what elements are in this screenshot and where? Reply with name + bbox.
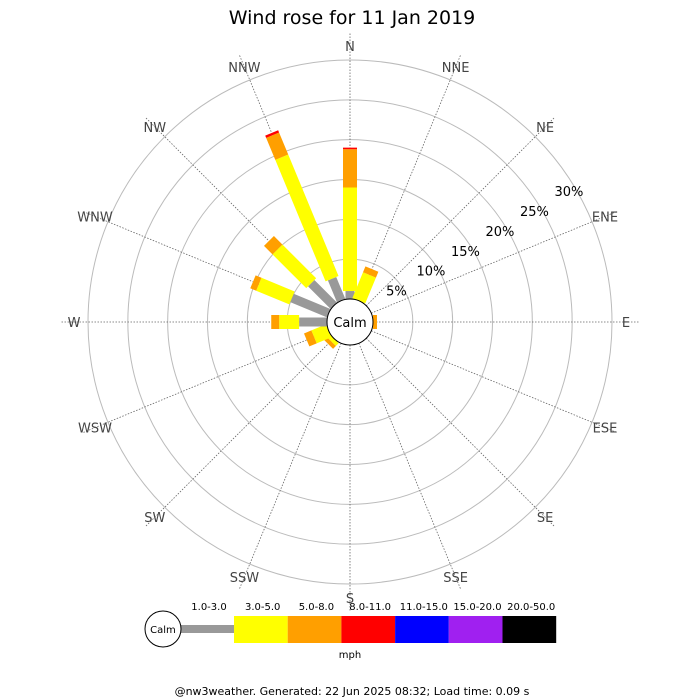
bar-w-bin-1 [279, 315, 300, 329]
direction-label-nne: NNE [442, 61, 470, 76]
footer-text: @nw3weather. Generated: 22 Jun 2025 08:3… [175, 685, 530, 698]
direction-labels: N NNE NE ENE E ESE SE SSE S SSW SW WSW W WNW NW NNW [68, 40, 631, 607]
bar-wsw-bin-1 [311, 324, 332, 344]
direction-label-wsw: WSW [78, 422, 112, 437]
spoke-se [365, 337, 556, 528]
legend-swatch-2 [287, 616, 342, 643]
direction-label-nnw: NNW [228, 61, 260, 76]
spoke-ese [371, 330, 619, 434]
spoke-wnw [81, 210, 329, 314]
spoke-ssw [238, 343, 342, 591]
bar-nw-bin-0 [308, 280, 337, 309]
radial-tick-label: 10% [416, 265, 445, 280]
legend-swatch-6 [502, 616, 557, 643]
bar-nw-bin-2 [264, 236, 283, 255]
spoke-nw [144, 116, 335, 307]
radial-grid [60, 32, 640, 612]
legend-label-3: 8.0-11.0 [349, 602, 391, 613]
legend-label-4: 11.0-15.0 [400, 602, 448, 613]
bar-n-bin-3 [343, 147, 357, 150]
legend-swatch-3 [341, 616, 396, 643]
direction-label-ne: NE [536, 121, 554, 136]
bar-n-bin-2 [343, 149, 357, 188]
bar-w-bin-2 [271, 315, 280, 329]
spoke-ene [371, 210, 619, 314]
direction-label-ene: ENE [592, 210, 618, 225]
legend-calm-label: Calm [150, 625, 176, 636]
calm-label: Calm [333, 316, 366, 331]
legend-swatch-1 [234, 616, 288, 643]
legend-label-6: 20.0-50.0 [507, 602, 555, 613]
direction-label-n: N [345, 40, 355, 55]
spoke-sse [358, 343, 462, 591]
wind-bars [250, 130, 379, 349]
radial-tick-labels: 5% 10% 15% 20% 25% 30% [386, 185, 583, 300]
direction-label-ssw: SSW [230, 571, 260, 586]
direction-label-nw: NW [144, 121, 167, 136]
spoke-nne [358, 53, 462, 301]
grid-circle-6 [87, 59, 613, 585]
radial-tick-label: 30% [554, 185, 583, 200]
bar-wnw-bin-1 [256, 277, 295, 305]
legend-swatch-5 [448, 616, 503, 643]
direction-label-e: E [622, 316, 630, 331]
bar-nne-bin-2 [363, 266, 379, 278]
legend-swatch-4 [395, 616, 449, 643]
direction-label-s: S [346, 592, 354, 607]
calm-ring [326, 298, 374, 346]
legend-unit: mph [339, 650, 361, 661]
bar-nnw-bin-0 [327, 276, 346, 303]
bar-e-bin-2 [373, 315, 377, 329]
legend-label-5: 15.0-20.0 [453, 602, 501, 613]
speed-legend: Calm 1.0-3.0 3.0-5.0 5.0-8.0 8.0-11.0 11.0-15… [144, 602, 557, 661]
legend-label-1: 3.0-5.0 [245, 602, 280, 613]
bar-wnw-bin-0 [290, 293, 331, 318]
direction-label-sse: SSE [443, 571, 468, 586]
legend-label-0: 1.0-3.0 [191, 602, 226, 613]
bar-nnw-bin-2 [266, 132, 289, 160]
spoke-sw [144, 337, 335, 528]
bar-wsw-bin-2 [303, 330, 317, 347]
radial-tick-label: 20% [485, 225, 514, 240]
direction-label-w: W [68, 316, 81, 331]
spoke-ne [365, 116, 556, 307]
direction-label-sw: SW [144, 511, 165, 526]
spoke-wsw [81, 330, 329, 434]
direction-label-ese: ESE [593, 422, 618, 437]
legend-label-2: 5.0-8.0 [299, 602, 334, 613]
legend-calm-circle [144, 610, 182, 648]
calm-circle: Calm [326, 298, 374, 346]
direction-label-wnw: WNW [77, 210, 113, 225]
radial-tick-label: 5% [386, 285, 407, 300]
bar-nnw-bin-1 [275, 154, 339, 282]
radial-tick-label: 25% [520, 205, 549, 220]
radial-tick-label: 15% [451, 245, 480, 260]
bar-nw-bin-1 [272, 244, 317, 289]
bar-nne-bin-1 [352, 272, 376, 304]
bar-n-bin-1 [343, 187, 357, 292]
chart-title: Wind rose for 11 Jan 2019 [229, 7, 476, 29]
bar-n-bin-0 [345, 291, 355, 299]
bar-wnw-bin-2 [250, 275, 262, 291]
direction-label-se: SE [537, 511, 553, 526]
bar-w-bin-0 [299, 317, 327, 327]
bar-nnw-bin-3 [265, 130, 280, 138]
